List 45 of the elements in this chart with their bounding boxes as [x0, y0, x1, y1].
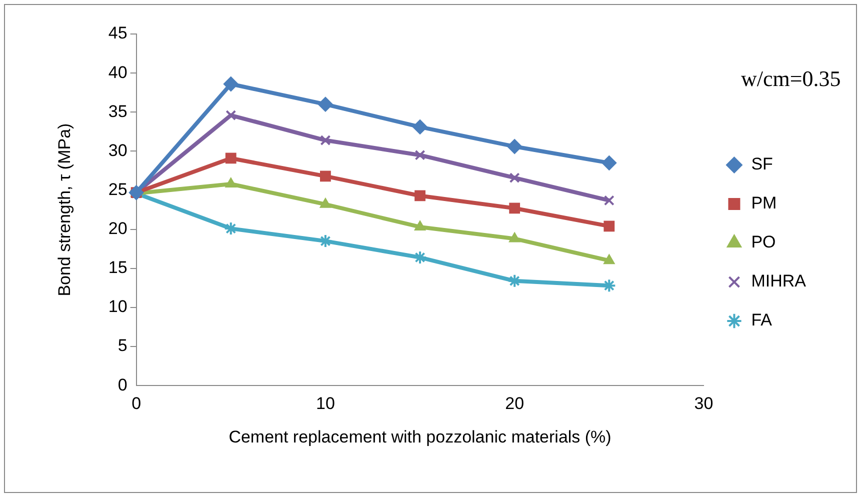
point	[509, 172, 520, 184]
y-tick-label: 30	[108, 140, 128, 160]
point	[603, 254, 615, 264]
y-tick-label: 5	[118, 336, 128, 356]
point	[602, 155, 617, 170]
x-tick-label: 20	[505, 394, 524, 413]
point	[412, 119, 428, 134]
point	[413, 250, 428, 264]
legend-label: PM	[751, 194, 777, 213]
legend-label: MIHRA	[751, 272, 807, 291]
point	[602, 278, 616, 293]
point	[223, 76, 238, 92]
y-axis-title: Bond strength, τ (MPa)	[54, 123, 74, 296]
y-tick-label: 10	[108, 297, 128, 316]
text: w/cm=0.35	[741, 66, 841, 91]
legend-label: PO	[751, 232, 776, 252]
point	[225, 178, 237, 188]
x-tick-label: 10	[316, 394, 335, 413]
point	[414, 150, 426, 160]
point	[507, 139, 522, 154]
point	[508, 232, 520, 242]
point	[509, 202, 520, 214]
y-tick-label: 20	[108, 219, 128, 238]
y-tick-label: 15	[108, 258, 128, 278]
point	[320, 135, 331, 146]
legend-label: SF	[751, 154, 773, 174]
point	[414, 190, 426, 202]
y-tick-label: 45	[108, 24, 128, 43]
point	[226, 110, 236, 120]
y-tick-label: 35	[108, 102, 128, 121]
x-tick-label: 30	[694, 394, 714, 413]
y-tick-label: 40	[108, 62, 128, 82]
y-tick-label: 0	[118, 375, 128, 394]
point	[320, 170, 331, 182]
x-tick-label: 0	[132, 394, 142, 413]
x-axis-title: Cement replacement with pozzolanic materials (%)	[228, 427, 612, 446]
point	[318, 96, 333, 112]
point	[604, 220, 615, 232]
legend-label: FA	[751, 310, 773, 330]
point	[414, 220, 426, 230]
y-tick-label: 25	[108, 180, 128, 199]
point	[604, 195, 614, 206]
point	[320, 198, 332, 208]
point	[224, 222, 238, 236]
point	[225, 152, 236, 164]
